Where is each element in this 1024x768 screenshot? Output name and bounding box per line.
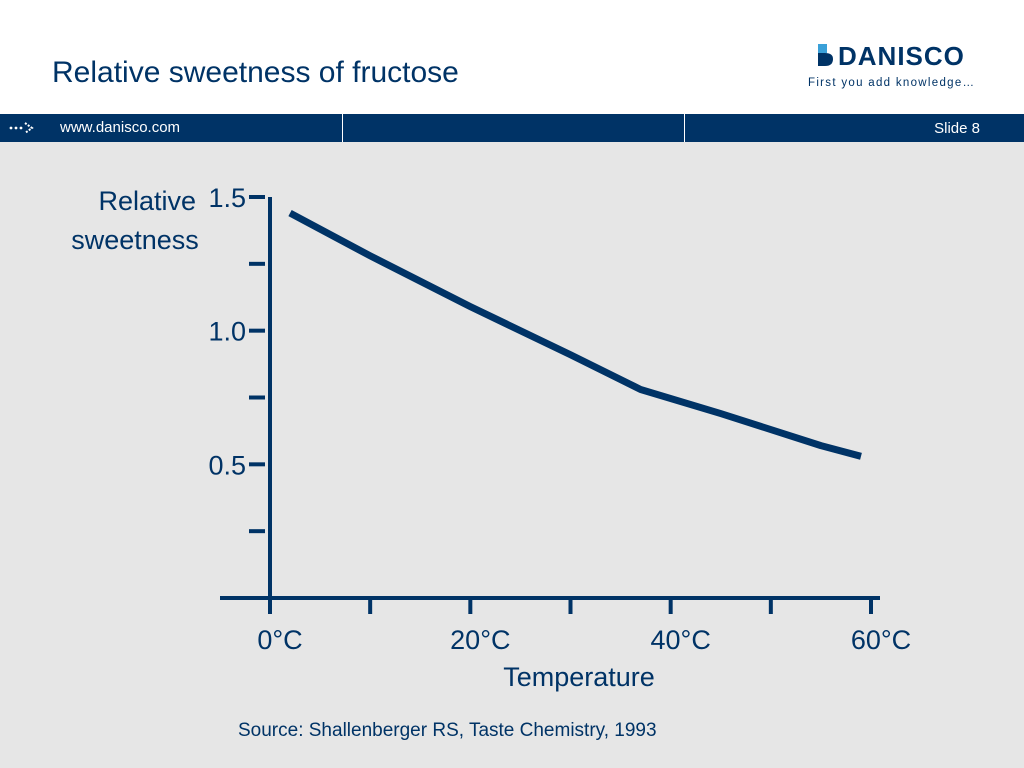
y-tick-label: 0.5 (208, 450, 246, 480)
danisco-logo: DANISCO First you add knowledge… (808, 40, 988, 96)
logo-wordmark: DANISCO (838, 41, 965, 71)
y-tick-label: 1.0 (208, 317, 246, 347)
source-citation: Source: Shallenberger RS, Taste Chemistr… (238, 720, 657, 741)
chart-ticks (249, 195, 873, 614)
slide-title: Relative sweetness of fructose (52, 56, 459, 89)
website-link[interactable]: www.danisco.com (60, 119, 181, 136)
bar-divider (342, 114, 343, 142)
x-tick-label: 20°C (450, 625, 510, 655)
chart-axes (220, 197, 880, 600)
slide-header: Relative sweetness of fructose DANISCO F… (0, 0, 1024, 114)
y-axis-label-line-1: Relative (98, 186, 196, 216)
series-line (288, 209, 862, 460)
sweetness-chart: 0.5 1.0 1.5 0°C 20°C 40°C 60°C Relative sweetn… (71, 183, 911, 692)
bar-divider (684, 114, 685, 142)
x-tick-label: 60°C (851, 625, 911, 655)
danisco-mark-icon (818, 44, 833, 66)
y-axis-label-line-2: sweetness (71, 225, 199, 255)
logo-tagline: First you add knowledge… (808, 77, 976, 89)
x-tick-label: 0°C (257, 625, 302, 655)
chart-tick-labels: 0.5 1.0 1.5 0°C 20°C 40°C 60°C (208, 183, 911, 655)
slide-number: Slide 8 (934, 120, 980, 137)
x-tick-label: 40°C (651, 625, 711, 655)
y-tick-label: 1.5 (208, 183, 246, 213)
dotted-arrow-icon (9, 122, 34, 134)
info-bar: www.danisco.com Slide 8 (0, 114, 1024, 142)
x-axis-label: Temperature (503, 662, 655, 692)
